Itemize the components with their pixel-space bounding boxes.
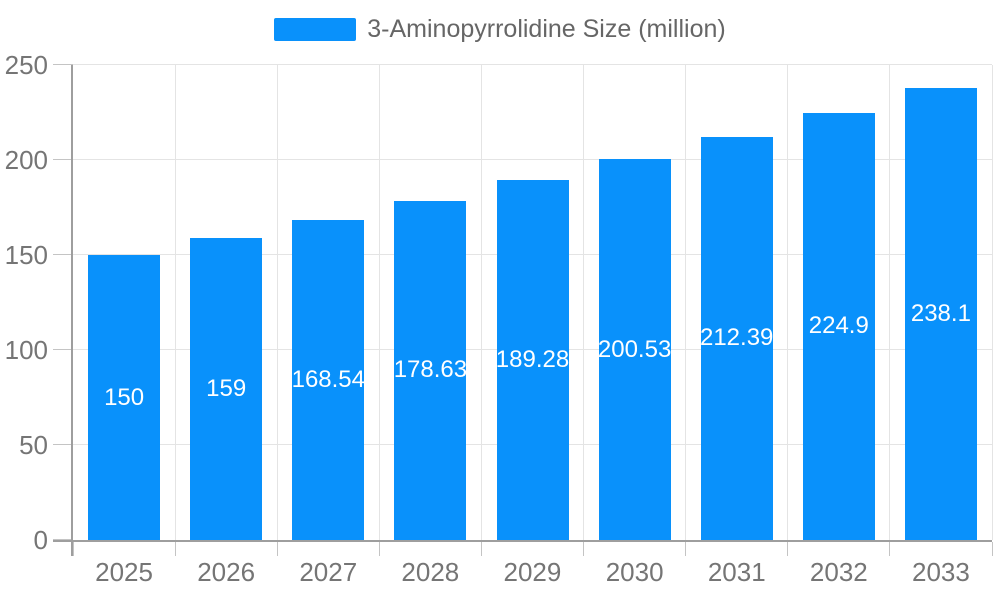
y-axis-tick [53,254,73,255]
bar-value-label: 224.9 [808,312,869,340]
x-axis-tick [480,542,482,556]
bar-value-label: 178.63 [393,356,468,384]
v-gridline [991,65,993,540]
x-axis-label: 2031 [707,557,766,587]
bar [802,112,875,540]
x-axis-tick [276,542,278,556]
bar [88,255,161,540]
bar-value-label: 150 [104,383,145,411]
x-axis-label: 2030 [605,557,664,587]
bar-value-label: 200.53 [597,335,672,363]
x-axis-tick [174,542,176,556]
x-axis-line [53,540,992,542]
v-gridline [480,65,482,540]
bar [394,200,467,540]
y-axis-tick [53,539,73,540]
x-axis-label: 2028 [401,557,460,587]
y-axis-label: 150 [4,240,48,270]
x-axis-tick [991,542,993,556]
y-axis-label: 100 [4,335,48,365]
bar-value-label: 168.54 [291,365,365,393]
y-axis-line [71,65,73,556]
bar-value-label: 238.1 [910,299,971,327]
bar-value-label: 212.39 [699,324,774,352]
x-axis-label: 2033 [912,557,970,587]
x-axis-label: 2025 [95,557,153,587]
bar-value-label: 159 [206,374,247,402]
y-axis-tick [53,64,73,65]
y-axis-tick [53,159,73,160]
x-axis-tick [72,542,74,556]
bar [904,87,977,540]
x-axis-tick [685,542,687,556]
y-axis-tick [53,349,73,350]
h-gridline [73,159,992,160]
v-gridline [583,65,585,540]
bar [496,180,569,540]
y-axis-label: 50 [19,430,48,460]
v-gridline [685,65,687,540]
legend-label[interactable]: 3-Aminopyrrolidine Size (million) [367,15,726,43]
legend[interactable]: 3-Aminopyrrolidine Size (million) [0,16,1000,43]
h-gridline [73,64,992,65]
x-axis-tick [583,542,585,556]
v-gridline [276,65,278,540]
x-axis-tick [378,542,380,556]
bar [292,219,365,540]
legend-swatch[interactable] [274,18,357,41]
x-axis-tick [787,542,789,556]
x-axis-label: 2027 [299,557,358,587]
v-gridline [889,65,891,540]
x-axis-label: 2029 [503,557,562,587]
y-axis-tick [53,444,73,445]
y-axis-label: 250 [4,50,48,80]
v-gridline [174,65,176,540]
y-axis-label: 200 [4,145,48,175]
x-axis-label: 2026 [197,557,256,587]
v-gridline [378,65,380,540]
v-gridline [787,65,789,540]
bar [190,237,263,540]
bar [598,159,671,540]
y-axis-label: 0 [33,525,48,555]
bar-value-label: 189.28 [495,346,570,374]
x-axis-label: 2032 [809,557,868,587]
x-axis-tick [889,542,891,556]
bar [700,136,773,540]
